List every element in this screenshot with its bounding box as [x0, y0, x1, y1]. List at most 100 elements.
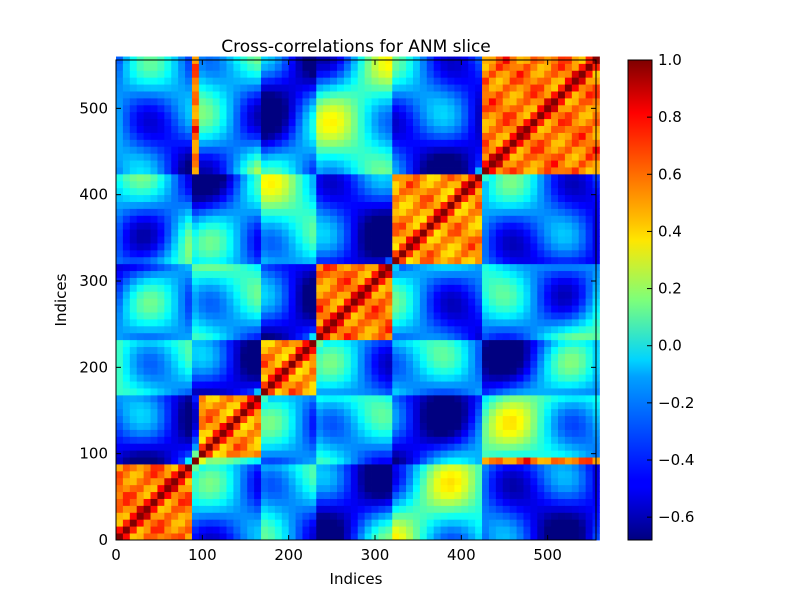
- heatmap-cell: [488, 519, 497, 527]
- heatmap-cell: [537, 70, 545, 78]
- heatmap-cell: [247, 298, 255, 306]
- heatmap-cell: [274, 208, 283, 216]
- heatmap-cell: [302, 180, 310, 189]
- heatmap-cell: [129, 318, 138, 327]
- heatmap-cell: [447, 346, 455, 354]
- heatmap-cell: [350, 229, 359, 237]
- heatmap-cell: [136, 429, 145, 437]
- heatmap-cell: [475, 243, 483, 251]
- heatmap-cell: [578, 187, 587, 196]
- heatmap-cell: [288, 491, 296, 499]
- heatmap-cell: [330, 339, 338, 348]
- heatmap-cell: [316, 464, 324, 472]
- heatmap-cell: [226, 498, 234, 506]
- heatmap-cell: [274, 236, 283, 244]
- heatmap-cell: [378, 339, 386, 348]
- heatmap-cell: [247, 491, 255, 499]
- heatmap-cell: [537, 422, 545, 430]
- heatmap-cell: [412, 284, 421, 292]
- heatmap-cell: [254, 436, 262, 444]
- heatmap-cell: [164, 160, 172, 168]
- heatmap-cell: [558, 180, 566, 189]
- heatmap-cell: [116, 63, 124, 71]
- heatmap-cell: [454, 97, 462, 106]
- heatmap-cell: [350, 84, 359, 92]
- heatmap-cell: [171, 208, 179, 216]
- heatmap-cell: [378, 222, 386, 230]
- heatmap-cell: [475, 429, 483, 437]
- heatmap-cell: [426, 291, 435, 299]
- heatmap-cell: [302, 249, 310, 258]
- heatmap-cell: [122, 173, 131, 182]
- heatmap-cell: [350, 104, 359, 113]
- heatmap-cell: [357, 70, 366, 78]
- heatmap-cell: [558, 312, 566, 320]
- heatmap-cell: [157, 526, 165, 534]
- heatmap-cell: [226, 111, 234, 120]
- heatmap-cell: [295, 388, 303, 396]
- heatmap-cell: [433, 139, 442, 147]
- heatmap-cell: [219, 415, 227, 423]
- heatmap-cell: [198, 91, 207, 99]
- heatmap-cell: [530, 312, 538, 320]
- heatmap-cell: [247, 332, 255, 341]
- heatmap-cell: [185, 194, 193, 202]
- heatmap-cell: [523, 243, 531, 251]
- heatmap-cell: [212, 367, 220, 375]
- heatmap-cell: [412, 332, 421, 341]
- heatmap-cell: [516, 139, 524, 147]
- heatmap-cell: [516, 125, 524, 133]
- heatmap-cell: [378, 374, 386, 382]
- heatmap-cell: [488, 270, 497, 278]
- heatmap-cell: [261, 132, 269, 140]
- heatmap-cell: [578, 70, 587, 78]
- heatmap-cell: [150, 533, 158, 541]
- heatmap-cell: [385, 256, 393, 265]
- heatmap-cell: [406, 422, 414, 430]
- heatmap-cell: [516, 436, 524, 444]
- heatmap-cell: [302, 70, 310, 78]
- heatmap-cell: [267, 215, 276, 223]
- heatmap-cell: [302, 367, 310, 375]
- heatmap-cell: [530, 429, 538, 437]
- heatmap-cell: [288, 477, 296, 486]
- heatmap-cell: [129, 256, 138, 265]
- heatmap-cell: [212, 256, 220, 265]
- heatmap-cell: [537, 111, 545, 120]
- heatmap-cell: [558, 470, 566, 479]
- heatmap-cell: [261, 97, 269, 106]
- heatmap-cell: [212, 484, 220, 493]
- heatmap-cell: [537, 436, 545, 444]
- heatmap-cell: [419, 450, 428, 458]
- heatmap-cell: [412, 408, 421, 417]
- heatmap-cell: [122, 160, 131, 168]
- heatmap-cell: [343, 457, 352, 465]
- heatmap-cell: [385, 422, 393, 430]
- heatmap-cell: [350, 388, 359, 396]
- heatmap-cell: [412, 443, 421, 451]
- heatmap-cell: [564, 305, 573, 313]
- heatmap-cell: [502, 464, 511, 472]
- heatmap-cell: [302, 139, 310, 147]
- heatmap-cell: [274, 84, 283, 92]
- heatmap-cell: [247, 201, 255, 209]
- heatmap-cell: [571, 180, 580, 189]
- heatmap-cell: [302, 360, 310, 368]
- heatmap-cell: [578, 394, 587, 403]
- heatmap-cell: [219, 484, 227, 493]
- heatmap-cell: [150, 464, 158, 472]
- heatmap-cell: [523, 91, 531, 99]
- heatmap-cell: [261, 332, 269, 341]
- heatmap-cell: [309, 173, 317, 182]
- heatmap-cell: [585, 526, 593, 534]
- heatmap-cell: [254, 222, 262, 230]
- heatmap-cell: [530, 70, 538, 78]
- heatmap-cell: [392, 318, 400, 327]
- heatmap-cell: [578, 180, 587, 189]
- heatmap-cell: [475, 477, 483, 486]
- heatmap-cell: [337, 312, 345, 320]
- heatmap-cell: [364, 118, 372, 127]
- heatmap-cell: [571, 173, 580, 182]
- heatmap-cell: [447, 498, 455, 506]
- heatmap-cell: [274, 125, 283, 133]
